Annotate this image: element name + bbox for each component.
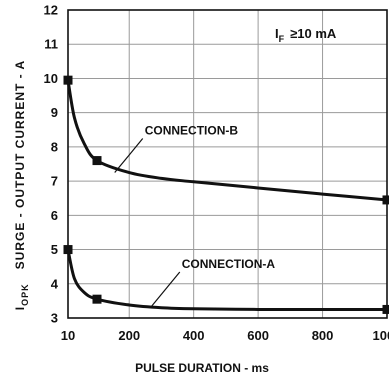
data-point-connection-b [383,195,389,204]
y-tick-label: 5 [51,242,58,257]
grid-layer [68,10,387,318]
annotation-sub: F [279,34,285,44]
series-layer [64,76,389,314]
y-axis-label-rest: SURGE - OUTPUT CURRENT - A [13,60,27,270]
y-tick-label: 4 [51,276,59,291]
y-tick-label: 11 [44,37,58,52]
data-point-connection-b [64,76,73,85]
x-tick-label: 600 [247,328,269,343]
annotation-rest: ≥10 mA [290,26,337,41]
series-label-connection-a: CONNECTION-A [182,257,276,271]
axis-layer: 3 4 5 6 7 8 9 10 11 12 10 200 400 600 800 1000 [44,3,389,344]
y-tick-label: 3 [51,311,58,326]
x-tick-label: 10 [61,328,75,343]
data-point-connection-a [64,245,73,254]
series-label-connection-b: CONNECTION-B [145,124,239,138]
data-point-connection-a [383,305,389,314]
x-axis-label: PULSE DURATION - ms [135,361,269,375]
x-tick-label: 1000 [373,328,389,343]
forward-current-annotation: IF≥10 mA [275,26,337,44]
y-tick-label: 6 [51,208,58,223]
y-tick-label: 12 [44,3,58,18]
leader-line-connection-a [152,272,180,306]
y-axis-label: IOPKSURGE - OUTPUT CURRENT - A [13,60,30,310]
y-tick-label: 8 [51,139,58,154]
label-layer: CONNECTION-B CONNECTION-A [115,124,276,306]
x-tick-label: 200 [118,328,140,343]
plot-frame [68,10,387,318]
y-tick-label: 10 [44,71,58,86]
data-point-connection-b [93,156,102,165]
x-tick-label: 800 [312,328,334,343]
y-tick-label: 9 [51,105,58,120]
series-line-connection-b [68,80,387,200]
y-axis-label-sub: OPK [20,283,30,306]
data-point-connection-a [93,295,102,304]
x-tick-label: 400 [183,328,205,343]
y-tick-label: 7 [51,174,58,189]
